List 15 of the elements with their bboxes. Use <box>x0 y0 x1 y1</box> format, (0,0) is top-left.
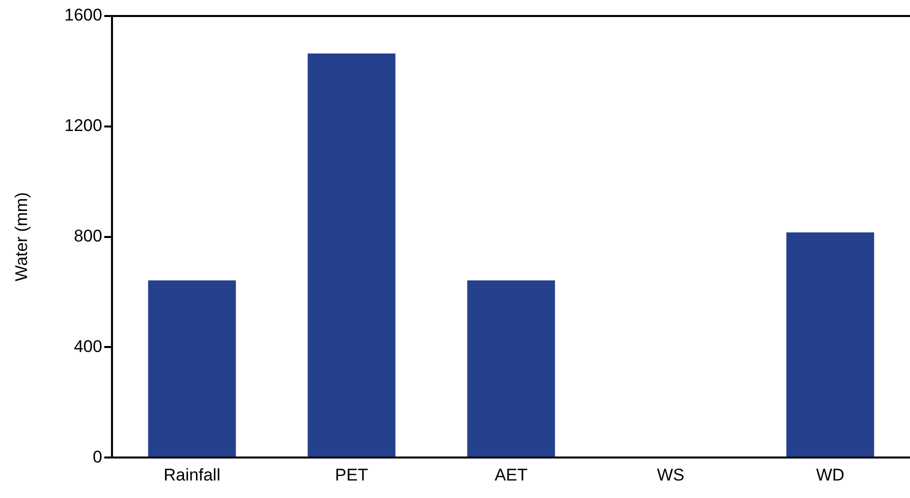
y-tick-label: 1600 <box>64 6 102 25</box>
x-tick-label: AET <box>494 465 528 484</box>
y-tick-label: 400 <box>74 336 102 356</box>
y-tick-label: 800 <box>74 226 102 246</box>
bar <box>308 54 396 457</box>
y-tick-label: 0 <box>92 447 102 466</box>
bar <box>148 280 236 457</box>
x-tick-label: PET <box>335 465 368 484</box>
x-tick-label: Rainfall <box>164 465 220 484</box>
bar <box>786 232 874 457</box>
bar <box>467 280 555 457</box>
y-tick-label: 1200 <box>64 116 102 136</box>
y-axis-title: Water (mm) <box>12 192 31 282</box>
x-tick-label: WD <box>816 465 844 484</box>
x-tick-label: WS <box>656 465 684 484</box>
